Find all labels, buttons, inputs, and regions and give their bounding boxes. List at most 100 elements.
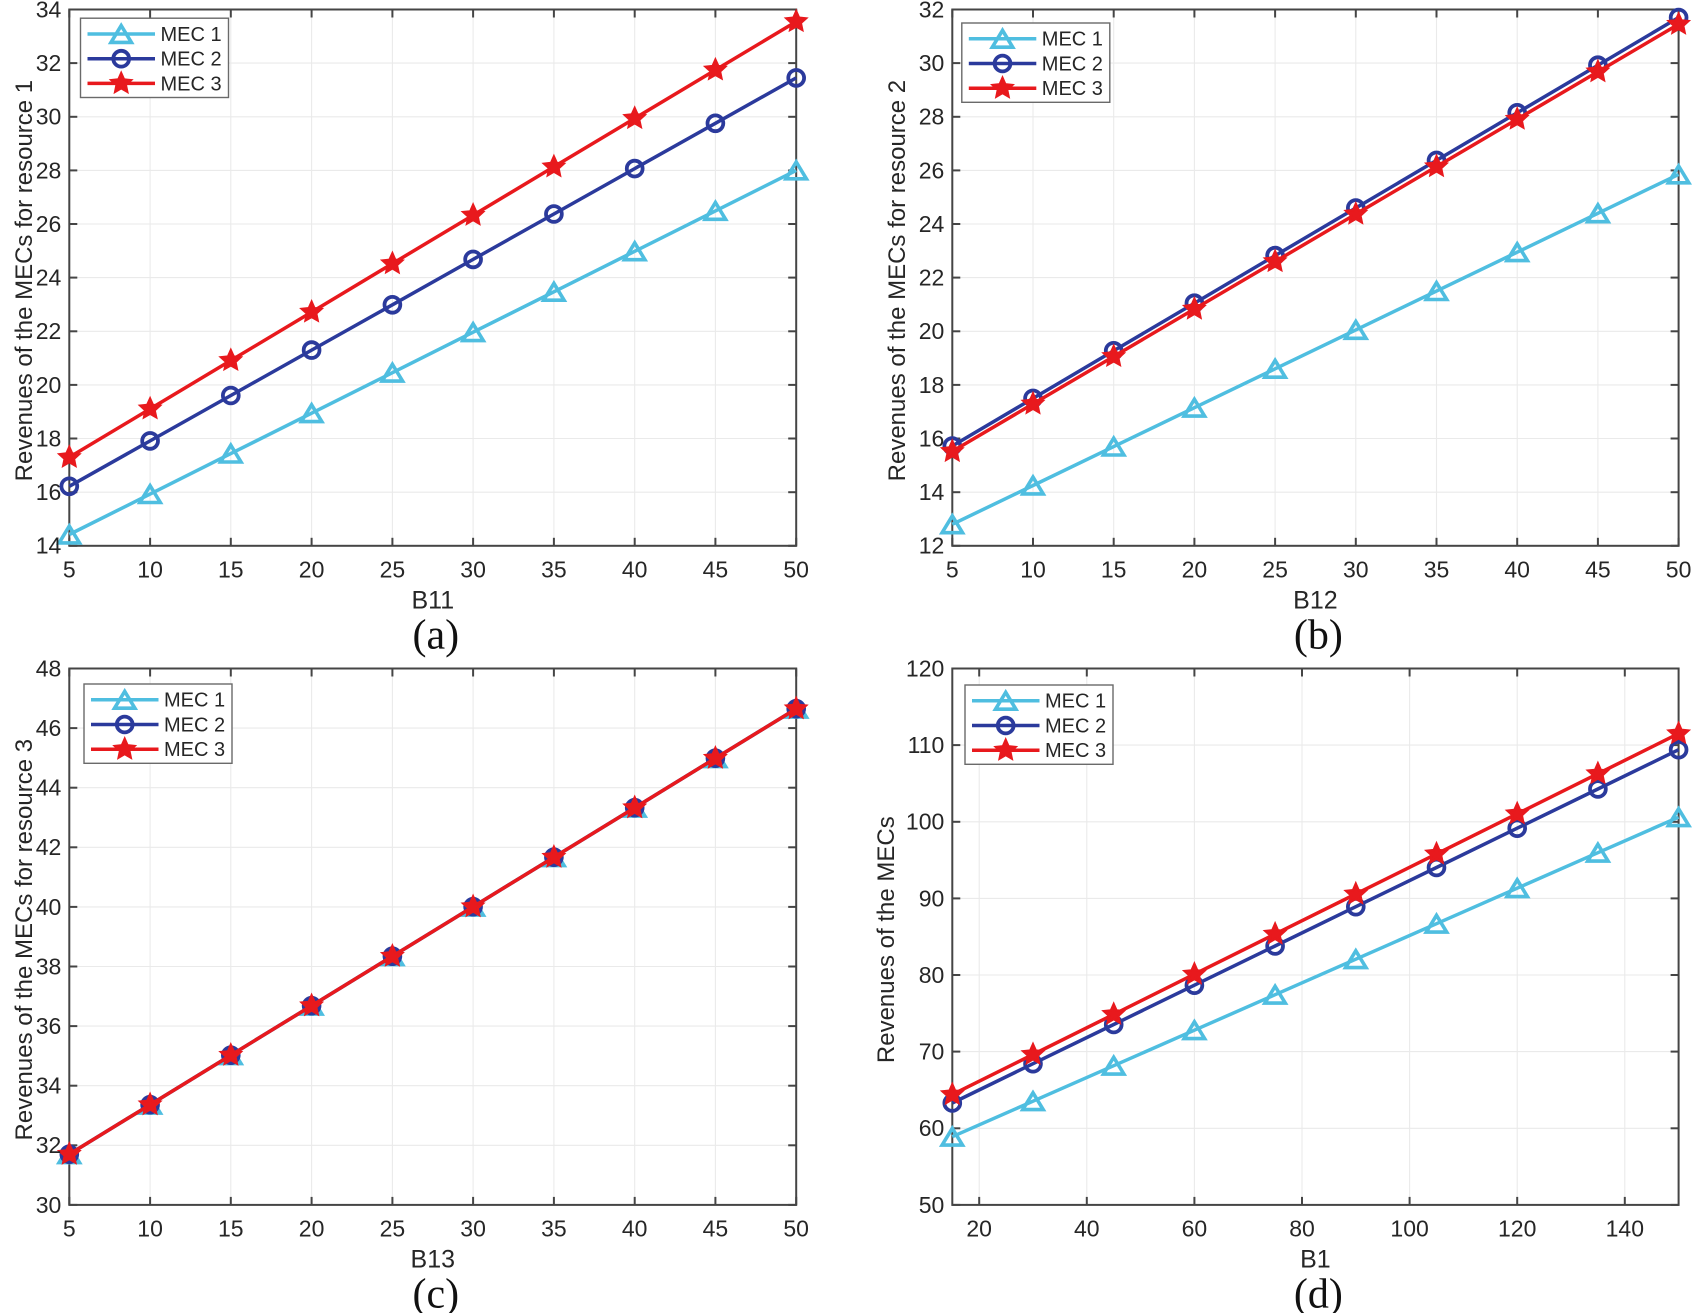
svg-text:120: 120 <box>906 655 944 681</box>
svg-text:MEC 3: MEC 3 <box>161 73 222 95</box>
svg-text:20: 20 <box>299 1215 325 1241</box>
svg-text:(b): (b) <box>1294 612 1343 658</box>
svg-text:Revenues of the MECs for resou: Revenues of the MECs for resource 3 <box>11 739 38 1141</box>
svg-text:10: 10 <box>137 556 163 582</box>
svg-text:30: 30 <box>36 1192 62 1218</box>
svg-text:(c): (c) <box>412 1271 459 1313</box>
svg-text:16: 16 <box>36 479 62 505</box>
svg-text:70: 70 <box>919 1039 945 1065</box>
svg-text:90: 90 <box>919 885 945 911</box>
svg-text:30: 30 <box>460 1215 486 1241</box>
svg-text:100: 100 <box>1390 1215 1428 1241</box>
svg-text:10: 10 <box>137 1215 163 1241</box>
svg-text:38: 38 <box>36 953 62 979</box>
svg-text:18: 18 <box>36 426 62 452</box>
svg-text:MEC 1: MEC 1 <box>1042 29 1103 51</box>
svg-text:44: 44 <box>36 775 62 801</box>
svg-text:MEC 2: MEC 2 <box>1042 53 1103 75</box>
svg-text:60: 60 <box>1182 1215 1208 1241</box>
svg-text:B11: B11 <box>411 586 454 614</box>
svg-text:35: 35 <box>1424 556 1450 582</box>
svg-text:Revenues of the MECs: Revenues of the MECs <box>873 816 900 1063</box>
svg-text:140: 140 <box>1606 1215 1644 1241</box>
svg-text:MEC 1: MEC 1 <box>1045 691 1106 713</box>
svg-text:50: 50 <box>919 1192 945 1218</box>
svg-text:MEC 1: MEC 1 <box>164 690 225 712</box>
svg-text:MEC 3: MEC 3 <box>1045 740 1106 762</box>
svg-text:100: 100 <box>906 809 944 835</box>
svg-text:32: 32 <box>36 1132 62 1158</box>
svg-text:34: 34 <box>36 1073 62 1099</box>
svg-text:50: 50 <box>1666 556 1692 582</box>
svg-text:35: 35 <box>541 1215 567 1241</box>
svg-text:40: 40 <box>1074 1215 1100 1241</box>
svg-text:20: 20 <box>919 318 945 344</box>
svg-text:26: 26 <box>919 157 945 183</box>
svg-text:14: 14 <box>919 479 945 505</box>
svg-text:45: 45 <box>703 1215 729 1241</box>
svg-text:MEC 2: MEC 2 <box>161 49 222 71</box>
svg-text:20: 20 <box>299 556 325 582</box>
svg-text:48: 48 <box>36 655 62 681</box>
svg-text:10: 10 <box>1020 556 1046 582</box>
svg-text:5: 5 <box>63 556 76 582</box>
svg-text:(a): (a) <box>412 612 459 658</box>
svg-text:30: 30 <box>919 50 945 76</box>
svg-text:80: 80 <box>919 962 945 988</box>
svg-text:50: 50 <box>783 556 809 582</box>
svg-text:15: 15 <box>1101 556 1127 582</box>
svg-text:MEC 2: MEC 2 <box>164 714 225 736</box>
svg-text:B12: B12 <box>1293 586 1337 614</box>
svg-text:34: 34 <box>36 0 62 22</box>
svg-text:22: 22 <box>919 265 945 291</box>
svg-text:80: 80 <box>1289 1215 1315 1241</box>
svg-text:25: 25 <box>380 1215 406 1241</box>
svg-text:Revenues of the MECs for resou: Revenues of the MECs for resource 2 <box>884 80 911 482</box>
svg-text:22: 22 <box>36 318 62 344</box>
svg-text:(d): (d) <box>1294 1271 1343 1313</box>
svg-text:32: 32 <box>36 50 62 76</box>
svg-text:15: 15 <box>218 556 244 582</box>
svg-text:18: 18 <box>919 372 945 398</box>
svg-text:30: 30 <box>36 104 62 130</box>
svg-text:32: 32 <box>919 0 945 22</box>
svg-text:40: 40 <box>1504 556 1530 582</box>
svg-text:60: 60 <box>919 1115 945 1141</box>
svg-text:24: 24 <box>36 265 62 291</box>
svg-text:5: 5 <box>63 1215 76 1241</box>
svg-text:MEC 3: MEC 3 <box>1042 78 1103 100</box>
svg-text:28: 28 <box>36 157 62 183</box>
svg-text:45: 45 <box>1585 556 1611 582</box>
svg-text:120: 120 <box>1498 1215 1536 1241</box>
svg-text:46: 46 <box>36 715 62 741</box>
svg-text:25: 25 <box>1262 556 1288 582</box>
svg-text:20: 20 <box>36 372 62 398</box>
svg-text:110: 110 <box>908 732 945 758</box>
svg-text:40: 40 <box>36 894 62 920</box>
svg-text:30: 30 <box>1343 556 1369 582</box>
svg-text:45: 45 <box>703 556 729 582</box>
svg-text:24: 24 <box>919 211 945 237</box>
svg-text:28: 28 <box>919 104 945 130</box>
svg-text:14: 14 <box>36 533 62 559</box>
svg-text:20: 20 <box>966 1215 992 1241</box>
svg-text:15: 15 <box>218 1215 244 1241</box>
svg-text:50: 50 <box>783 1215 809 1241</box>
svg-text:MEC 3: MEC 3 <box>164 739 225 761</box>
svg-text:MEC 2: MEC 2 <box>1045 715 1106 737</box>
svg-text:B13: B13 <box>411 1245 455 1273</box>
svg-text:35: 35 <box>541 556 567 582</box>
svg-text:26: 26 <box>36 211 62 237</box>
svg-text:12: 12 <box>919 533 945 559</box>
svg-text:B1: B1 <box>1300 1245 1331 1273</box>
svg-text:5: 5 <box>946 556 959 582</box>
svg-text:Revenues of the MECs for resou: Revenues of the MECs for resource 1 <box>11 80 38 482</box>
svg-text:MEC 1: MEC 1 <box>161 24 222 46</box>
svg-text:16: 16 <box>919 426 945 452</box>
svg-text:30: 30 <box>460 556 486 582</box>
svg-text:25: 25 <box>380 556 406 582</box>
svg-text:42: 42 <box>36 834 62 860</box>
svg-text:40: 40 <box>622 1215 648 1241</box>
svg-text:20: 20 <box>1182 556 1208 582</box>
svg-text:40: 40 <box>622 556 648 582</box>
